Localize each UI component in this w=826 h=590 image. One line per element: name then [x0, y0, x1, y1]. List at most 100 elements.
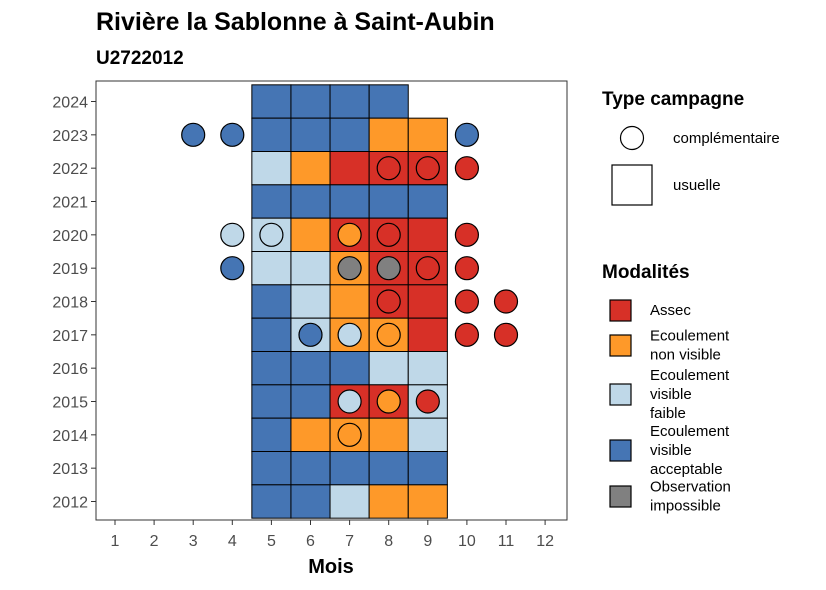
- x-tick-label: 10: [458, 533, 476, 550]
- tile-2024-8: [368, 84, 409, 119]
- tile-2022-6: [290, 151, 331, 186]
- point-2022-9: [415, 156, 440, 181]
- x-axis-title: Mois: [308, 556, 354, 578]
- x-axis: 1 2 3 4 5 6 7 8 9 10 11 12: [111, 520, 554, 550]
- tile-2012-8: [368, 484, 409, 519]
- legend-modalite-key: [609, 383, 632, 406]
- legend-modalites-title: Modalités: [602, 262, 690, 283]
- tile-2020-6: [290, 217, 331, 253]
- x-tick-label: 3: [189, 533, 198, 550]
- point-2020-5: [259, 222, 284, 247]
- x-tick-label: 6: [306, 533, 315, 550]
- legend-modalite-key: [609, 299, 632, 322]
- legend-circle-key: [619, 125, 645, 151]
- point-2023-4: [220, 122, 245, 147]
- tile-2015-5: [251, 384, 292, 419]
- tile-2023-7: [329, 117, 370, 152]
- tile-2016-8: [368, 351, 409, 386]
- tile-2024-6: [290, 84, 331, 119]
- plot-area: [95, 80, 568, 521]
- tile-2013-5: [251, 451, 292, 486]
- tile-2021-7: [329, 184, 370, 219]
- tile-2021-9: [407, 184, 448, 219]
- tile-2017-9: [407, 317, 448, 352]
- legend-square-key: [611, 164, 653, 206]
- y-tick-label: 2021: [52, 195, 88, 212]
- x-tick-label: 8: [384, 533, 393, 550]
- legend-modalite-label: faible: [650, 405, 686, 422]
- tile-2013-7: [329, 451, 370, 486]
- point-2019-10: [454, 256, 479, 281]
- point-2014-7: [337, 422, 362, 447]
- tile-2016-9: [407, 351, 448, 386]
- point-2015-8: [376, 389, 401, 414]
- point-2022-8: [376, 156, 401, 181]
- y-axis: 2012 2013 2014 2015 2016 2017 2018 2019 2020 2021…: [52, 95, 96, 512]
- tile-2021-5: [251, 184, 292, 219]
- x-tick-label: 9: [423, 533, 432, 550]
- tile-2019-6: [290, 251, 331, 286]
- x-tick-label: 4: [228, 533, 237, 550]
- y-tick-label: 2017: [52, 328, 88, 345]
- y-tick-label: 2023: [52, 128, 88, 145]
- tile-2023-8: [368, 117, 409, 152]
- tile-2020-9: [407, 217, 448, 253]
- chart-subtitle: U2722012: [96, 48, 184, 69]
- point-2020-10: [454, 222, 479, 247]
- point-2019-8: [376, 256, 401, 281]
- tile-2012-7: [329, 484, 370, 519]
- tile-2023-6: [290, 117, 331, 152]
- x-tick-label: 2: [150, 533, 159, 550]
- point-2020-8: [376, 222, 401, 247]
- tile-2013-9: [407, 451, 448, 486]
- legend-modalite-label: Ecoulement: [650, 423, 730, 440]
- point-2017-6: [298, 322, 323, 347]
- tile-2024-7: [329, 84, 370, 119]
- tile-2017-5: [251, 317, 292, 352]
- legend-campagne-title: Type campagne: [602, 89, 744, 110]
- legend-modalite-label: Assec: [650, 302, 691, 319]
- y-tick-label: 2015: [52, 395, 88, 412]
- tile-2015-6: [290, 384, 331, 419]
- tile-2021-6: [290, 184, 331, 219]
- legend-campagne-label: usuelle: [673, 177, 721, 194]
- tile-2023-5: [251, 117, 292, 152]
- x-tick-label: 5: [267, 533, 276, 550]
- point-2022-10: [454, 156, 479, 181]
- tile-2018-7: [329, 284, 370, 319]
- tile-2018-5: [251, 284, 292, 319]
- legend-modalite-label: impossible: [650, 498, 721, 515]
- tile-2016-6: [290, 351, 331, 386]
- tile-2014-8: [368, 417, 409, 452]
- tile-2022-7: [329, 151, 370, 186]
- point-2019-4: [220, 256, 245, 281]
- y-tick-label: 2012: [52, 495, 88, 512]
- tile-2019-5: [251, 251, 292, 286]
- tile-2023-9: [407, 117, 448, 152]
- point-2015-9: [415, 389, 440, 414]
- point-2017-10: [454, 322, 479, 347]
- tile-2014-6: [290, 417, 331, 452]
- legend-campagne-label: complémentaire: [673, 130, 780, 147]
- point-2018-11: [493, 289, 519, 314]
- point-2023-10: [454, 122, 479, 147]
- y-tick-label: 2018: [52, 295, 88, 312]
- point-2017-11: [493, 322, 519, 347]
- y-tick-label: 2016: [52, 361, 88, 378]
- tile-2021-8: [368, 184, 409, 219]
- tile-2014-9: [407, 417, 448, 452]
- legend-modalite-label: acceptable: [650, 461, 723, 478]
- y-tick-label: 2014: [52, 428, 88, 445]
- x-tick-label: 7: [345, 533, 354, 550]
- tile-2022-5: [251, 151, 292, 186]
- legend-modalite-label: non visible: [650, 347, 721, 364]
- legend-modalite-label: Ecoulement: [650, 328, 730, 345]
- y-tick-label: 2020: [52, 228, 88, 245]
- y-tick-label: 2024: [52, 95, 88, 112]
- y-tick-label: 2019: [52, 261, 88, 278]
- tile-2016-7: [329, 351, 370, 386]
- point-2023-3: [181, 122, 206, 147]
- point-2018-8: [376, 289, 401, 314]
- tile-2012-9: [407, 484, 448, 519]
- x-tick-label: 12: [536, 533, 554, 550]
